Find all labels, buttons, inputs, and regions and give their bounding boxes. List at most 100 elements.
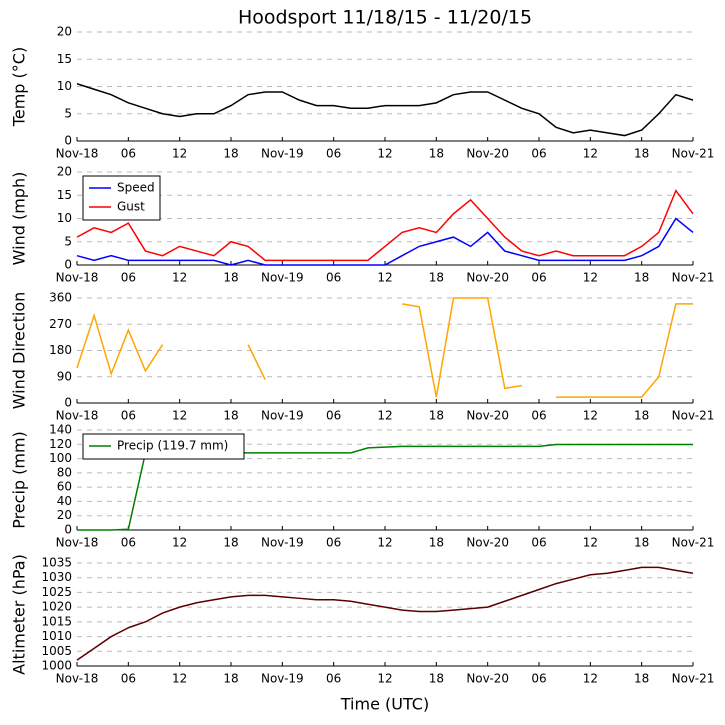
x-tick-label: 06 <box>326 409 341 423</box>
x-tick-label: 18 <box>429 672 444 686</box>
legend-label: Precip (119.7 mm) <box>117 439 228 453</box>
y-tick-label: 20 <box>57 508 72 522</box>
x-tick-label: 18 <box>634 147 649 161</box>
y-axis-label: Precip (mm) <box>10 431 29 529</box>
y-tick-label: 80 <box>57 465 72 479</box>
x-tick-label: Nov-21 <box>672 409 715 423</box>
x-tick-label: 06 <box>531 672 546 686</box>
x-tick-label: 12 <box>377 672 392 686</box>
series-line <box>76 83 694 137</box>
x-tick-label: Nov-18 <box>56 271 99 285</box>
x-tick-label: 12 <box>172 672 187 686</box>
y-axis-label: Altimeter (hPa) <box>10 554 29 675</box>
legend-box <box>82 433 245 460</box>
series-line <box>76 217 694 266</box>
x-tick-label: 18 <box>634 409 649 423</box>
x-tick-label: 18 <box>429 147 444 161</box>
x-tick-label: 06 <box>531 271 546 285</box>
x-tick-label: Nov-19 <box>261 409 304 423</box>
x-tick-label: 12 <box>172 409 187 423</box>
x-tick-label: Nov-19 <box>261 147 304 161</box>
y-tick-label: 1005 <box>41 644 72 658</box>
chart-title: Hoodsport 11/18/15 - 11/20/15 <box>238 7 532 29</box>
y-tick-label: 1035 <box>41 556 72 570</box>
legend: Precip (119.7 mm) <box>82 433 245 460</box>
legend: Speed Gust <box>82 175 161 221</box>
x-tick-label: 18 <box>223 672 238 686</box>
y-tick-label: 100 <box>49 451 72 465</box>
x-tick-label: 12 <box>377 536 392 550</box>
x-tick-label: 18 <box>429 271 444 285</box>
y-tick-label: 15 <box>57 188 72 202</box>
x-tick-label: 06 <box>121 409 136 423</box>
y-tick-label: 40 <box>57 494 72 508</box>
legend-label: Gust <box>117 200 145 214</box>
y-tick-label: 5 <box>64 234 72 248</box>
x-tick-label: 12 <box>172 271 187 285</box>
x-tick-label: Nov-18 <box>56 536 99 550</box>
x-tick-label: 18 <box>223 409 238 423</box>
x-tick-label: 18 <box>429 409 444 423</box>
y-tick-label: 270 <box>49 317 72 331</box>
x-axis-label: Time (UTC) <box>340 695 429 714</box>
y-axis-label: Wind (mph) <box>10 172 29 266</box>
x-tick-label: Nov-20 <box>466 672 509 686</box>
y-tick-label: 0 <box>64 523 72 537</box>
x-tick-label: Nov-21 <box>672 672 715 686</box>
x-tick-label: Nov-21 <box>672 536 715 550</box>
x-tick-label: Nov-20 <box>466 271 509 285</box>
x-tick-label: 12 <box>583 536 598 550</box>
x-tick-label: 12 <box>377 271 392 285</box>
x-tick-label: Nov-19 <box>261 271 304 285</box>
x-tick-label: Nov-18 <box>56 672 99 686</box>
y-tick-label: 180 <box>49 343 72 357</box>
x-tick-label: 12 <box>172 536 187 550</box>
x-tick-label: 12 <box>377 409 392 423</box>
x-tick-label: 06 <box>326 147 341 161</box>
y-tick-label: 1030 <box>41 570 72 584</box>
y-tick-label: 1015 <box>41 614 72 628</box>
x-tick-label: 12 <box>583 409 598 423</box>
x-tick-label: 06 <box>326 536 341 550</box>
y-tick-label: 10 <box>57 79 72 93</box>
y-tick-label: 0 <box>64 134 72 148</box>
y-tick-label: 90 <box>57 369 72 383</box>
x-tick-label: 18 <box>634 536 649 550</box>
x-tick-label: 06 <box>121 536 136 550</box>
series-line <box>76 189 694 262</box>
legend-label: Speed <box>117 181 155 195</box>
x-tick-label: 12 <box>583 271 598 285</box>
series-line <box>76 297 693 398</box>
y-tick-label: 1010 <box>41 629 72 643</box>
y-tick-label: 20 <box>57 165 72 179</box>
x-tick-label: 06 <box>531 147 546 161</box>
x-tick-label: 06 <box>121 672 136 686</box>
x-tick-label: Nov-21 <box>672 271 715 285</box>
y-tick-label: 0 <box>64 396 72 410</box>
x-tick-label: 06 <box>531 536 546 550</box>
x-tick-label: 18 <box>429 536 444 550</box>
x-tick-label: Nov-19 <box>261 536 304 550</box>
x-tick-label: 12 <box>583 147 598 161</box>
x-tick-label: 18 <box>634 672 649 686</box>
y-axis-label: Temp (°C) <box>10 47 29 127</box>
x-tick-label: Nov-20 <box>466 409 509 423</box>
x-tick-label: Nov-19 <box>261 672 304 686</box>
y-tick-label: 0 <box>64 258 72 272</box>
y-tick-label: 1025 <box>41 585 72 599</box>
x-tick-label: 06 <box>531 409 546 423</box>
y-tick-label: 10 <box>57 211 72 225</box>
x-tick-label: 18 <box>223 271 238 285</box>
y-axis-label: Wind Direction <box>10 292 29 410</box>
x-tick-label: Nov-18 <box>56 147 99 161</box>
y-tick-label: 120 <box>49 437 72 451</box>
series-line <box>76 566 694 661</box>
x-tick-label: 12 <box>377 147 392 161</box>
y-tick-label: 360 <box>49 291 72 305</box>
x-tick-label: Nov-20 <box>466 147 509 161</box>
y-tick-label: 60 <box>57 480 72 494</box>
x-tick-label: 06 <box>121 271 136 285</box>
x-tick-label: 06 <box>121 147 136 161</box>
x-tick-label: Nov-20 <box>466 536 509 550</box>
